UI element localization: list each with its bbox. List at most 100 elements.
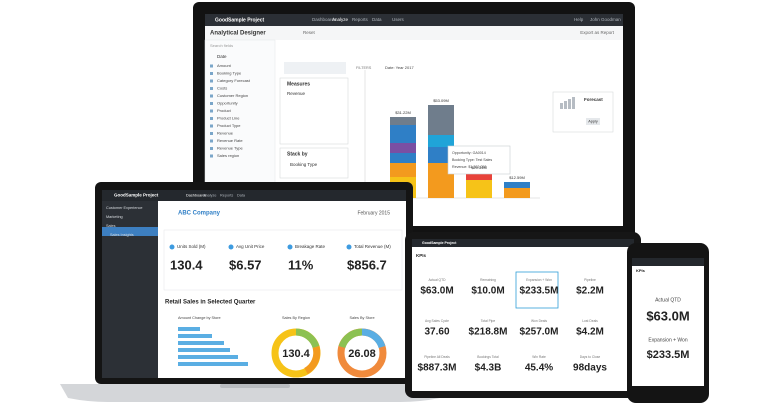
kpi-label: Avg Sales Cycle (425, 319, 449, 323)
field-item[interactable]: Costs (217, 86, 227, 91)
kpi-label: Expansion + Won (648, 337, 687, 343)
apply-button[interactable] (586, 118, 600, 125)
designer-title: Analytical Designer (210, 31, 266, 37)
kpi-label: Bookings Total (477, 355, 499, 359)
laptop-nav (102, 190, 406, 201)
field-icon (210, 102, 213, 105)
field-icon (210, 64, 213, 68)
store-bars (178, 327, 248, 366)
kpi-value: $2.2M (576, 286, 604, 297)
bar-segment (504, 188, 530, 198)
field-date: Date (217, 54, 227, 59)
phone-screen (632, 258, 704, 386)
kpi-value: $218.8M (469, 327, 508, 338)
field-item[interactable]: Revenue Type (217, 146, 243, 151)
kpi-value: $257.0M (520, 327, 559, 338)
kpi-strip (163, 229, 403, 291)
kpi-icon (346, 244, 352, 250)
kpi-label: Remaining (480, 278, 496, 282)
kpi-label: Pipeline All Deals (424, 355, 450, 359)
sidebar-item[interactable]: Sales (106, 224, 116, 228)
field-icon (210, 124, 213, 128)
field-icon (210, 147, 213, 150)
nav-item[interactable]: Dashboards (186, 194, 207, 198)
donut-value: 26.08 (348, 348, 376, 360)
viz-type-bar (284, 62, 346, 74)
nav-item[interactable]: Reports (352, 17, 369, 22)
field-item[interactable]: Customer Region (217, 93, 248, 98)
bar-segment (428, 135, 454, 147)
kpi-label: Breakage Rate (295, 244, 326, 249)
field-icon (210, 72, 213, 75)
filter-label: FILTERS (356, 66, 372, 70)
tablet-nav (412, 239, 634, 247)
kpi-label: Units Sold (M) (177, 244, 206, 249)
sidebar-item[interactable]: Customer Experience (106, 206, 143, 210)
kpi-icon (228, 244, 234, 250)
kpi-value: $63.0M (646, 308, 689, 323)
kpi-value: 11% (288, 257, 314, 272)
period-picker[interactable]: February 2015 (357, 210, 390, 216)
sidebar-item[interactable]: Marketing (106, 215, 123, 219)
field-item[interactable]: Amount (217, 63, 232, 68)
donut-store (337, 328, 387, 378)
kpi-icon (169, 244, 175, 250)
field-item[interactable]: Revenue (217, 131, 234, 136)
kpi-value: $887.3M (418, 363, 457, 374)
nav-item[interactable]: Data (372, 17, 382, 22)
donut-value: 130.4 (282, 348, 310, 360)
nav-item[interactable]: Analyze (332, 17, 349, 22)
bar-label: $31.22M (395, 110, 411, 115)
field-item[interactable]: Revenue Rate (217, 138, 243, 143)
kpi-value: 98days (573, 363, 607, 374)
field-icon (210, 132, 213, 135)
field-item[interactable]: Product Line (217, 116, 240, 121)
nav-item[interactable]: Dashboards (312, 17, 337, 22)
kpi-value: 37.60 (424, 327, 449, 338)
kpi-icon (287, 244, 293, 250)
nav-item[interactable]: Data (237, 194, 246, 198)
reset-button[interactable]: Reset (303, 30, 316, 35)
search-field[interactable]: Search fields (210, 43, 233, 48)
tooltip-line: Revenue: $1,202,058 (452, 165, 486, 169)
field-item[interactable]: Opportunity (217, 101, 238, 106)
section-title: Retail Sales in Selected Quarter (165, 300, 256, 306)
field-item[interactable]: Category Forecast (217, 78, 251, 83)
nav-item[interactable]: Reports (220, 194, 233, 198)
kpi-value: 130.4 (170, 257, 203, 272)
project-name: GoodSample Project (422, 241, 457, 245)
panel-title: Sales By Region (282, 316, 310, 320)
export-button[interactable]: Export as Report (580, 30, 615, 35)
field-icon (210, 109, 213, 113)
measure-item: Revenue (287, 91, 306, 96)
apply-label[interactable]: Apply (588, 120, 598, 124)
nav-item[interactable]: Analyze (203, 194, 217, 198)
phone-header (632, 258, 704, 266)
field-item[interactable]: Booking Type (217, 71, 242, 76)
field-item[interactable]: Product Type (217, 123, 241, 128)
nav-item[interactable]: Users (392, 17, 405, 22)
measures-title: Measures (287, 81, 310, 87)
user-menu[interactable]: John Goodman (590, 17, 621, 22)
field-item[interactable]: Sales region (217, 153, 239, 158)
help-link[interactable]: Help (574, 17, 584, 22)
sidebar-item[interactable]: Sales Insights (110, 233, 134, 237)
bar-label: $53.09M (433, 98, 449, 103)
page-title: KPIs (636, 268, 646, 273)
company-name: ABC Company (178, 211, 221, 217)
kpi-value: $4.3B (475, 363, 502, 374)
bar-segment (390, 143, 416, 153)
stack-title: Stack by (287, 151, 308, 157)
stack-item: Booking Type (290, 162, 318, 167)
page-title: KPIs (416, 253, 427, 258)
filter-chip[interactable]: Date: Year 2017 (385, 65, 414, 70)
kpi-label: Actual QTD (655, 297, 681, 303)
field-item[interactable]: Product (217, 108, 232, 113)
stacked-bars (390, 105, 530, 198)
bar-segment (428, 147, 454, 163)
kpi-value: 45.4% (525, 363, 553, 374)
kpi-label: Pipeline (584, 278, 596, 282)
bar-segment (390, 125, 416, 143)
kpi-value: $233.5M (647, 349, 690, 361)
